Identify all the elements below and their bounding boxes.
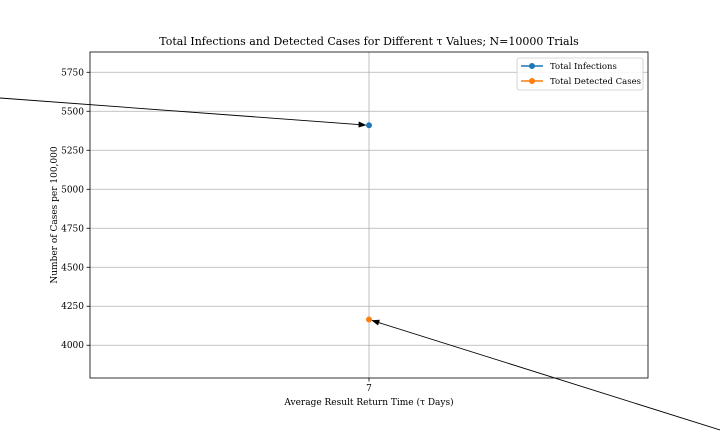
legend-box: [516, 57, 644, 91]
x-tick-label: 7: [366, 384, 372, 394]
grid-layer: [90, 52, 648, 378]
legend-entry-total-detected-cases: Total Detected Cases: [521, 77, 641, 87]
y-tick-label: 5750: [61, 68, 84, 78]
y-tick-label: 5500: [61, 107, 84, 117]
y-tick-label: 4750: [61, 224, 84, 234]
y-tick-label: 5250: [61, 146, 84, 156]
y-axis-label: Number of Cases per 100,000: [50, 146, 60, 283]
series-layer: [366, 122, 372, 323]
tick-layer: 4000 4250 4500 4750 5000 5250 5500 5750 7: [61, 68, 372, 394]
y-tick-label: 5000: [61, 185, 84, 195]
legend-marker-total-infections: [529, 63, 535, 69]
y-tick-label: 4250: [61, 302, 84, 312]
annotation-arrow: [371, 319, 720, 431]
annotation-layer: [0, 97, 720, 431]
annotation-arrow: [0, 97, 367, 128]
data-point-total-infections: [366, 122, 372, 129]
y-tick-label: 4000: [61, 341, 84, 351]
data-point-total-detected-cases: [366, 316, 372, 323]
legend-entry-total-infections: Total Infections: [521, 62, 617, 72]
chart-title: Total Infections and Detected Cases for …: [159, 35, 579, 48]
legend-marker-total-detected-cases: [529, 78, 535, 84]
x-axis-label: Average Result Return Time (τ Days): [283, 397, 453, 408]
legend-label-total-infections: Total Infections: [550, 62, 617, 72]
legend-label-total-detected-cases: Total Detected Cases: [550, 77, 641, 87]
legend: Total Infections Total Detected Cases: [516, 57, 644, 91]
y-tick-label: 4500: [61, 263, 84, 273]
